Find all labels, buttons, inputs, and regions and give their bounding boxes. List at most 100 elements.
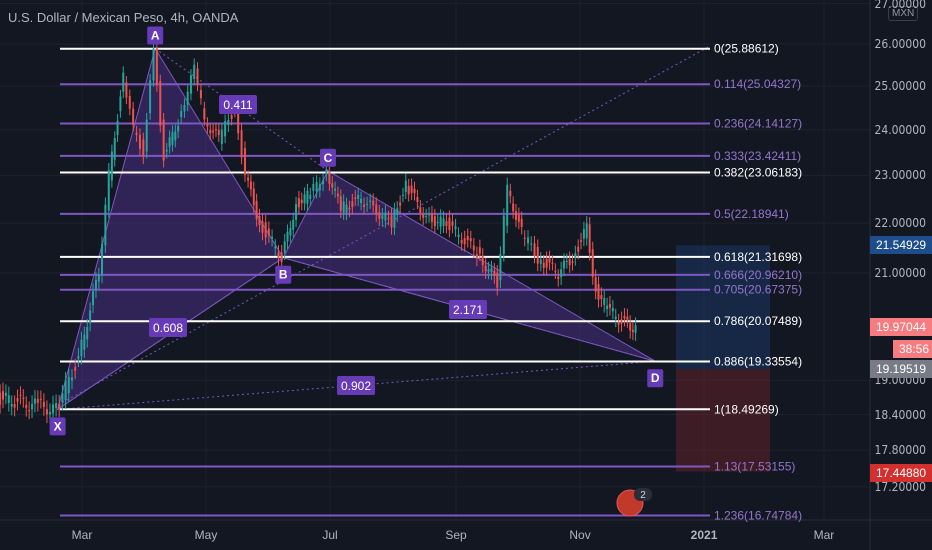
candle-body xyxy=(264,222,267,238)
candle-body xyxy=(168,137,171,147)
candle-body xyxy=(255,200,258,220)
candle-body xyxy=(274,246,277,249)
candle-body xyxy=(366,203,369,205)
candle-body xyxy=(404,180,407,192)
candle-body xyxy=(328,171,331,184)
pattern-point-label: B xyxy=(279,268,288,282)
last-price-tag: 19.97044 xyxy=(870,318,932,336)
pattern-point-d xyxy=(647,369,664,388)
candle-body xyxy=(280,252,283,262)
candle-body xyxy=(490,268,493,273)
candle-body xyxy=(189,75,192,94)
candle-body xyxy=(520,218,523,228)
candle-body xyxy=(13,404,16,408)
fib-level-label: 0.114(25.04327) xyxy=(714,77,801,91)
candle-body xyxy=(186,91,189,105)
candle-body xyxy=(230,115,233,119)
price-tick: 23.00000 xyxy=(874,168,927,183)
fib-level-label: 0.705(20.67375) xyxy=(714,283,802,297)
candle-body xyxy=(390,215,393,228)
candle-body xyxy=(271,236,274,239)
candle-body xyxy=(442,218,445,226)
candle-body xyxy=(342,201,345,213)
candle-body xyxy=(42,402,45,408)
candle-body xyxy=(360,198,363,204)
candle-body xyxy=(585,223,588,239)
candle-body xyxy=(292,219,295,230)
fib-level-label: 1(18.49269) xyxy=(714,402,779,416)
candle-body xyxy=(565,261,568,263)
candle-body xyxy=(2,391,5,400)
candle-body xyxy=(626,316,629,320)
pattern-ratio-label: 0.902 xyxy=(341,379,371,393)
candle-body xyxy=(39,399,42,401)
candle-body xyxy=(448,217,451,231)
time-tick: May xyxy=(194,528,218,542)
candle-body xyxy=(425,216,428,218)
candle-body xyxy=(433,216,436,227)
candle-body xyxy=(551,262,554,264)
candle-body xyxy=(77,356,80,359)
candle-body xyxy=(554,270,557,272)
candle-body xyxy=(67,376,70,394)
pattern-ratio-badge xyxy=(219,95,257,114)
price-tick: 24.00000 xyxy=(874,122,927,137)
candle-body xyxy=(499,253,502,281)
candle-body xyxy=(436,222,439,224)
candle-body xyxy=(312,183,315,191)
candle-body xyxy=(530,243,533,245)
candle-body xyxy=(295,203,298,220)
fib-level-label: 0.666(20.96210) xyxy=(714,268,802,282)
candle-body xyxy=(92,291,95,306)
candle-body xyxy=(89,310,92,324)
candle-body xyxy=(466,235,469,241)
price-tick: 26.00000 xyxy=(874,37,927,51)
candle-body xyxy=(512,203,515,212)
event-count-badge xyxy=(634,488,652,501)
candle-body xyxy=(104,204,107,246)
candle-body xyxy=(548,258,551,263)
candle-body xyxy=(562,260,565,269)
candle-body xyxy=(22,397,25,400)
candle-body xyxy=(484,265,487,272)
candle-body xyxy=(631,329,634,332)
candle-body xyxy=(217,129,220,136)
stop-price-tag: 17.44880 xyxy=(870,464,932,482)
candle-body xyxy=(122,72,125,92)
candle-body xyxy=(159,81,162,126)
candle-body xyxy=(306,190,309,204)
candle-body xyxy=(309,194,312,199)
candle-body xyxy=(183,105,186,112)
price-tick: 17.80000 xyxy=(874,443,927,458)
candle-body xyxy=(116,120,119,136)
candle-body xyxy=(469,238,472,242)
candle-body xyxy=(243,148,246,175)
pattern-point-b xyxy=(275,265,292,284)
candle-body xyxy=(322,180,325,185)
candle-body xyxy=(110,151,113,181)
price-tick: 21.00000 xyxy=(874,265,927,280)
candle-body xyxy=(206,123,209,127)
candle-body xyxy=(100,243,103,276)
candle-body xyxy=(25,404,28,408)
fib-level-label: 0.786(20.07489) xyxy=(714,314,802,328)
pattern-ratio-badge xyxy=(149,318,187,337)
candle-body xyxy=(399,202,402,206)
pattern-ratio-badge xyxy=(449,300,487,319)
candle-body xyxy=(94,279,97,291)
candle-body xyxy=(240,130,243,158)
candle-body xyxy=(193,64,196,80)
candle-body xyxy=(149,80,152,114)
candle-body xyxy=(606,305,609,309)
target-price-tag: 21.54929 xyxy=(870,236,932,254)
candle-body xyxy=(267,228,270,236)
currency-button[interactable]: MXN xyxy=(888,6,919,21)
candle-body xyxy=(502,215,505,255)
price-tick: 17.20000 xyxy=(874,479,927,494)
candle-body xyxy=(58,403,61,409)
candle-body xyxy=(128,96,131,109)
candle-body xyxy=(571,261,574,263)
candle-body xyxy=(45,409,48,415)
